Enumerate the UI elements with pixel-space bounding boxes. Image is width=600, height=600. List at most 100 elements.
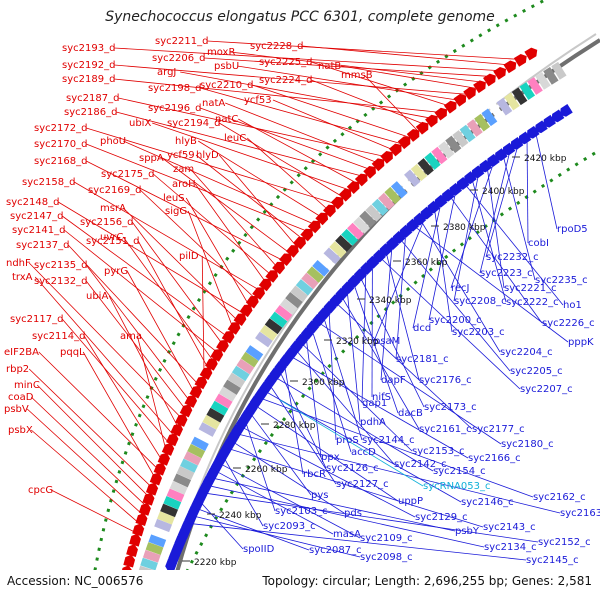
leader-line [433, 206, 453, 333]
reverse-gene-arrow [386, 237, 399, 250]
kbp-tick-label: 2380 kbp [443, 223, 486, 233]
gc-block [194, 429, 213, 444]
gene-label-ama: ama [120, 331, 142, 342]
reverse-gene-arrow [323, 300, 337, 314]
leader-line [114, 47, 504, 72]
gene-label-syc2134-c: syc2134_c [484, 542, 537, 553]
gene-label-syc2187-d: syc2187_d [66, 93, 119, 104]
gene-label-syc2194-d: syc2194_d [167, 118, 220, 129]
reverse-gene-arrow [347, 274, 361, 288]
gene-label-syc2145-c: syc2145_c [526, 555, 579, 566]
leader-line [230, 51, 486, 83]
gene-label-dapf: dapF [381, 375, 406, 386]
leader-line [450, 159, 496, 289]
leader-line [502, 153, 536, 281]
reverse-gene-arrow [264, 374, 277, 388]
gene-label-syc2152-c: syc2152_c [538, 537, 591, 548]
kbp-tick-label: 2280 kbp [273, 421, 316, 431]
leader-line [300, 341, 413, 452]
gene-label-ubix: ubiX [129, 118, 151, 129]
gene-label-syc2200-c: syc2200_c [429, 315, 482, 326]
leader-line [278, 369, 327, 469]
gc-block [198, 422, 217, 437]
gene-label-syc2210-d: syc2210_d [200, 80, 253, 91]
gene-label-aroh: aroH [172, 179, 196, 190]
gene-label-syc2117-d: syc2117_d [10, 314, 63, 325]
leader-line [51, 489, 138, 534]
gc-block [359, 210, 377, 228]
gc-block [312, 259, 330, 277]
genome-title: Synechococcus elongatus PCC 6301, comple… [105, 9, 495, 25]
inner-dotted-arc [186, 148, 600, 570]
gc-block [245, 345, 264, 361]
leader-line [85, 280, 187, 411]
kbp-tick-label: 2240 kbp [219, 511, 262, 521]
leader-line [237, 65, 460, 101]
forward-gene-arrow [245, 295, 259, 309]
gene-label-syc2142-c: syc2142_c [394, 459, 447, 470]
gene-label-spoiid: spoIID [243, 544, 275, 555]
gene-label-trxa: trxA [12, 272, 33, 283]
gc-block [236, 358, 255, 375]
leader-line [118, 97, 388, 158]
gene-label-ycf53: ycf53 [244, 95, 272, 106]
gene-label-cobi: cobI [528, 238, 549, 249]
forward-gene-arrow [170, 423, 183, 437]
feature-track [120, 47, 573, 570]
gene-label-syc2175-d: syc2175_d [101, 169, 154, 180]
gene-label-syc2226-c: syc2226_c [542, 318, 595, 329]
reverse-gene-arrow [456, 176, 470, 190]
gene-label-sigg: sigG [165, 206, 187, 217]
forward-gene-arrow [307, 220, 321, 234]
gene-label-syc2163-c: syc2163_c [560, 508, 600, 519]
gene-label-psbu: psbU [214, 61, 239, 72]
forward-gene-arrow [300, 228, 314, 242]
leader-line [152, 122, 351, 191]
reverse-gene-arrow [494, 148, 508, 162]
leader-line [305, 335, 322, 458]
gc-block [329, 241, 347, 258]
gene-label-mmsb: mmsB [341, 70, 373, 81]
gene-label-syc2224-d: syc2224_d [259, 75, 312, 86]
kbp-tick-label: 2220 kbp [194, 558, 237, 568]
forward-gene-arrow [524, 47, 538, 61]
gc-block [417, 158, 434, 176]
reverse-gene-arrow [487, 153, 500, 167]
gc-block [410, 163, 428, 182]
gene-label-psby: psbY [455, 526, 480, 537]
gene-label-syc2151-d: syc2151_d [86, 236, 139, 247]
forward-gene-arrow [194, 376, 208, 390]
gene-label-dacb: dacB [398, 408, 423, 419]
forward-gene-arrow [145, 482, 159, 496]
forward-gene-arrow [453, 93, 467, 107]
forward-gene-arrow [363, 165, 376, 179]
gene-label-syc2154-c: syc2154_c [433, 466, 486, 477]
gc-block [466, 119, 483, 137]
gene-label-nata: natA [202, 98, 225, 109]
gene-label-syc2208-c: syc2208_c [454, 296, 507, 307]
gene-label-syc2093-c: syc2093_c [263, 521, 316, 532]
gene-label-psbx: psbX [8, 425, 33, 436]
gene-label-syc2162-c: syc2162_c [533, 492, 586, 503]
forward-gene-arrow [239, 304, 253, 318]
gc-block [290, 285, 308, 302]
gc-block [176, 465, 195, 481]
gene-label-syc2158-d: syc2158_d [22, 177, 75, 188]
gene-label-syc2211-d: syc2211_d [155, 36, 208, 47]
gene-label-syc2235-c: syc2235_c [535, 275, 588, 286]
gc-block [227, 372, 246, 388]
gene-label-syc2126-c: syc2126_c [326, 463, 379, 474]
gene-label-moxr: moxR [207, 47, 235, 58]
leader-line [194, 183, 267, 284]
leader-line [302, 45, 513, 66]
gene-label-syc2189-d: syc2189_d [62, 74, 115, 85]
gc-block [160, 503, 179, 518]
leader-line [195, 154, 304, 240]
gc-block [142, 549, 161, 563]
forward-gene-arrow [388, 143, 402, 157]
forward-gene-arrow [129, 533, 141, 547]
reverse-gene-arrow [502, 142, 516, 156]
gc-block [218, 386, 237, 402]
gene-label-gap1: gap1 [362, 398, 387, 409]
gene-label-minc: minC [14, 380, 40, 391]
